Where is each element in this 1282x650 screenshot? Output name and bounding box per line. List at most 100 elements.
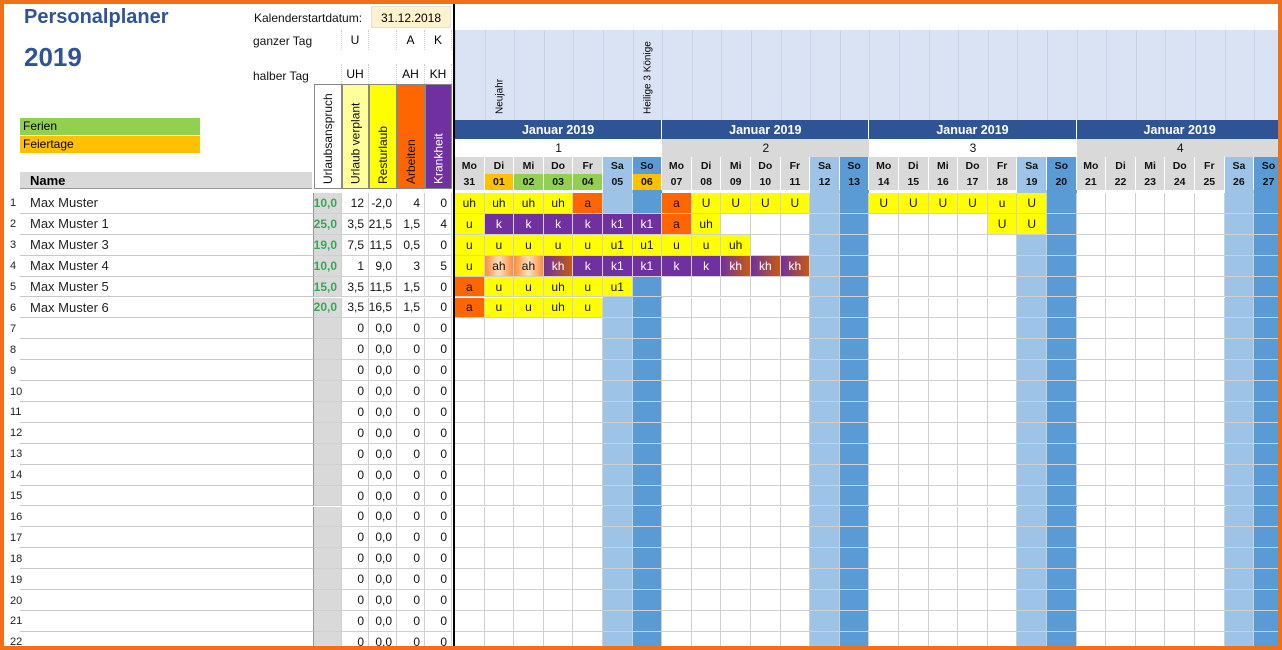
calendar-cell[interactable] [1224,464,1255,486]
calendar-cell[interactable] [869,422,899,444]
calendar-cell[interactable] [1165,255,1195,277]
calendar-cell[interactable] [839,485,870,507]
calendar-cell[interactable] [1076,318,1107,340]
calendar-cell[interactable] [1254,277,1278,298]
calendar-cell[interactable]: u1 [603,234,633,256]
calendar-cell[interactable] [1047,234,1077,256]
calendar-cell[interactable] [1135,213,1166,235]
calendar-cell[interactable] [1254,444,1278,465]
empty-name-cell[interactable] [20,339,314,361]
calendar-cell[interactable] [899,527,929,549]
calendar-cell[interactable] [1135,360,1166,382]
calendar-cell[interactable] [455,485,485,507]
calendar-cell[interactable] [1017,255,1047,277]
calendar-cell[interactable] [780,443,811,465]
calendar-cell[interactable] [632,318,663,340]
calendar-cell[interactable]: uh [543,276,574,298]
resturlaub-cell[interactable]: 0,0 [369,318,397,340]
calendar-cell[interactable] [987,443,1018,465]
calendar-cell[interactable] [721,297,751,319]
calendar-cell[interactable] [780,381,811,402]
krankheit-cell[interactable]: 0 [425,443,452,465]
calendar-cell[interactable]: U [987,213,1018,235]
calendar-cell[interactable] [573,339,603,361]
calendar-cell[interactable] [751,443,781,465]
calendar-cell[interactable] [928,422,959,444]
calendar-cell[interactable]: u [662,234,692,256]
urlaubsanspruch-cell[interactable] [314,318,342,340]
krankheit-cell[interactable]: 0 [425,422,452,444]
calendar-cell[interactable] [514,590,544,611]
calendar-cell[interactable] [632,339,663,361]
calendar-cell[interactable] [958,590,988,611]
calendar-cell[interactable] [514,381,544,402]
calendar-cell[interactable] [721,631,751,646]
calendar-cell[interactable] [1254,611,1278,632]
empty-name-cell[interactable] [20,381,314,402]
calendar-cell[interactable]: k [484,213,515,235]
calendar-cell[interactable] [899,360,929,382]
calendar-cell[interactable] [543,318,574,340]
calendar-cell[interactable] [1017,443,1047,465]
calendar-cell[interactable] [1017,422,1047,444]
calendar-cell[interactable] [1047,318,1077,340]
calendar-cell[interactable] [632,276,663,298]
calendar-cell[interactable] [1195,569,1225,591]
calendar-cell[interactable] [485,631,515,646]
arbeiten-cell[interactable]: 0,5 [397,234,425,256]
calendar-cell[interactable]: U [721,193,751,214]
calendar-cell[interactable] [691,318,722,340]
calendar-cell[interactable] [780,213,811,235]
krankheit-cell[interactable]: 0 [425,297,452,319]
calendar-cell[interactable] [780,464,811,486]
calendar-cell[interactable] [1106,234,1136,256]
calendar-cell[interactable] [958,402,988,423]
calendar-cell[interactable] [1047,402,1077,423]
calendar-cell[interactable] [929,631,959,646]
calendar-cell[interactable] [603,527,633,549]
calendar-cell[interactable] [1224,193,1255,214]
calendar-cell[interactable] [484,485,515,507]
empty-name-cell[interactable] [20,548,314,570]
calendar-cell[interactable] [484,318,515,340]
calendar-cell[interactable] [543,506,574,528]
calendar-cell[interactable] [662,590,692,611]
calendar-cell[interactable]: kh [780,255,811,277]
resturlaub-cell[interactable]: 0,0 [369,339,397,361]
empty-name-cell[interactable] [20,402,314,423]
calendar-cell[interactable]: kh [543,255,574,277]
calendar-cell[interactable]: u [987,193,1018,214]
calendar-cell[interactable] [721,485,751,507]
calendar-cell[interactable] [514,485,544,507]
calendar-cell[interactable] [899,631,929,646]
calendar-cell[interactable] [721,360,751,382]
calendar-cell[interactable] [691,297,722,319]
calendar-cell[interactable] [1047,339,1077,361]
calendar-cell[interactable] [839,464,870,486]
calendar-cell[interactable] [987,402,1018,423]
calendar-cell[interactable]: uh [514,193,544,214]
calendar-cell[interactable] [869,631,899,646]
calendar-cell[interactable] [1254,423,1278,444]
calendar-cell[interactable] [1106,193,1136,214]
calendar-cell[interactable] [632,548,663,570]
calendar-cell[interactable] [662,422,692,444]
resturlaub-cell[interactable]: 0,0 [369,527,397,549]
calendar-cell[interactable] [1047,548,1077,570]
calendar-cell[interactable]: ah [484,255,515,277]
urlaub-verplant-cell[interactable]: 3,5 [342,276,369,298]
calendar-cell[interactable]: kh [721,255,751,277]
calendar-cell[interactable] [869,234,899,256]
calendar-cell[interactable] [1254,527,1278,549]
calendar-cell[interactable] [810,381,840,402]
calendar-cell[interactable] [839,611,870,632]
krankheit-cell[interactable]: 0 [425,234,452,256]
calendar-cell[interactable] [1224,527,1255,549]
calendar-cell[interactable]: uh [691,213,722,235]
krankheit-cell[interactable]: 0 [425,506,452,528]
calendar-cell[interactable] [1106,464,1136,486]
calendar-cell[interactable] [1017,485,1047,507]
calendar-cell[interactable]: a [662,213,692,235]
calendar-cell[interactable] [721,402,751,423]
calendar-cell[interactable] [1224,213,1255,235]
